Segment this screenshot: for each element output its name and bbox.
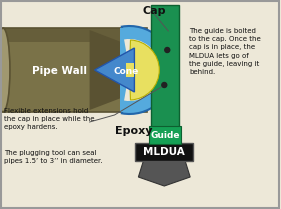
Polygon shape <box>90 30 147 110</box>
Bar <box>126 63 134 77</box>
Wedge shape <box>130 40 159 100</box>
Text: The guide is bolted
to the cap. Once the
cap is in place, the
MLDUA lets go of
t: The guide is bolted to the cap. Once the… <box>189 28 261 75</box>
Text: Cone: Cone <box>114 66 139 75</box>
Bar <box>121 28 130 112</box>
Text: Cap: Cap <box>142 6 166 16</box>
Text: Epoxy: Epoxy <box>115 126 153 136</box>
Bar <box>135 143 193 161</box>
Text: Guide: Guide <box>151 130 180 139</box>
Bar <box>151 5 179 142</box>
Wedge shape <box>124 39 160 101</box>
Text: Pipe Wall: Pipe Wall <box>32 66 87 76</box>
Wedge shape <box>122 26 173 114</box>
Text: MLDUA: MLDUA <box>143 147 185 157</box>
Bar <box>3 28 147 112</box>
Text: Flexible extensions hold
the cap in place while the
epoxy hardens.: Flexible extensions hold the cap in plac… <box>4 108 94 130</box>
Bar <box>3 28 147 42</box>
Text: The plugging tool can seal
pipes 1.5’ to 3’’ in diameter.: The plugging tool can seal pipes 1.5’ to… <box>4 150 103 164</box>
Polygon shape <box>95 48 134 92</box>
Bar <box>149 126 181 144</box>
Circle shape <box>165 47 170 52</box>
Ellipse shape <box>0 28 10 112</box>
Circle shape <box>162 83 167 88</box>
Polygon shape <box>139 161 190 186</box>
